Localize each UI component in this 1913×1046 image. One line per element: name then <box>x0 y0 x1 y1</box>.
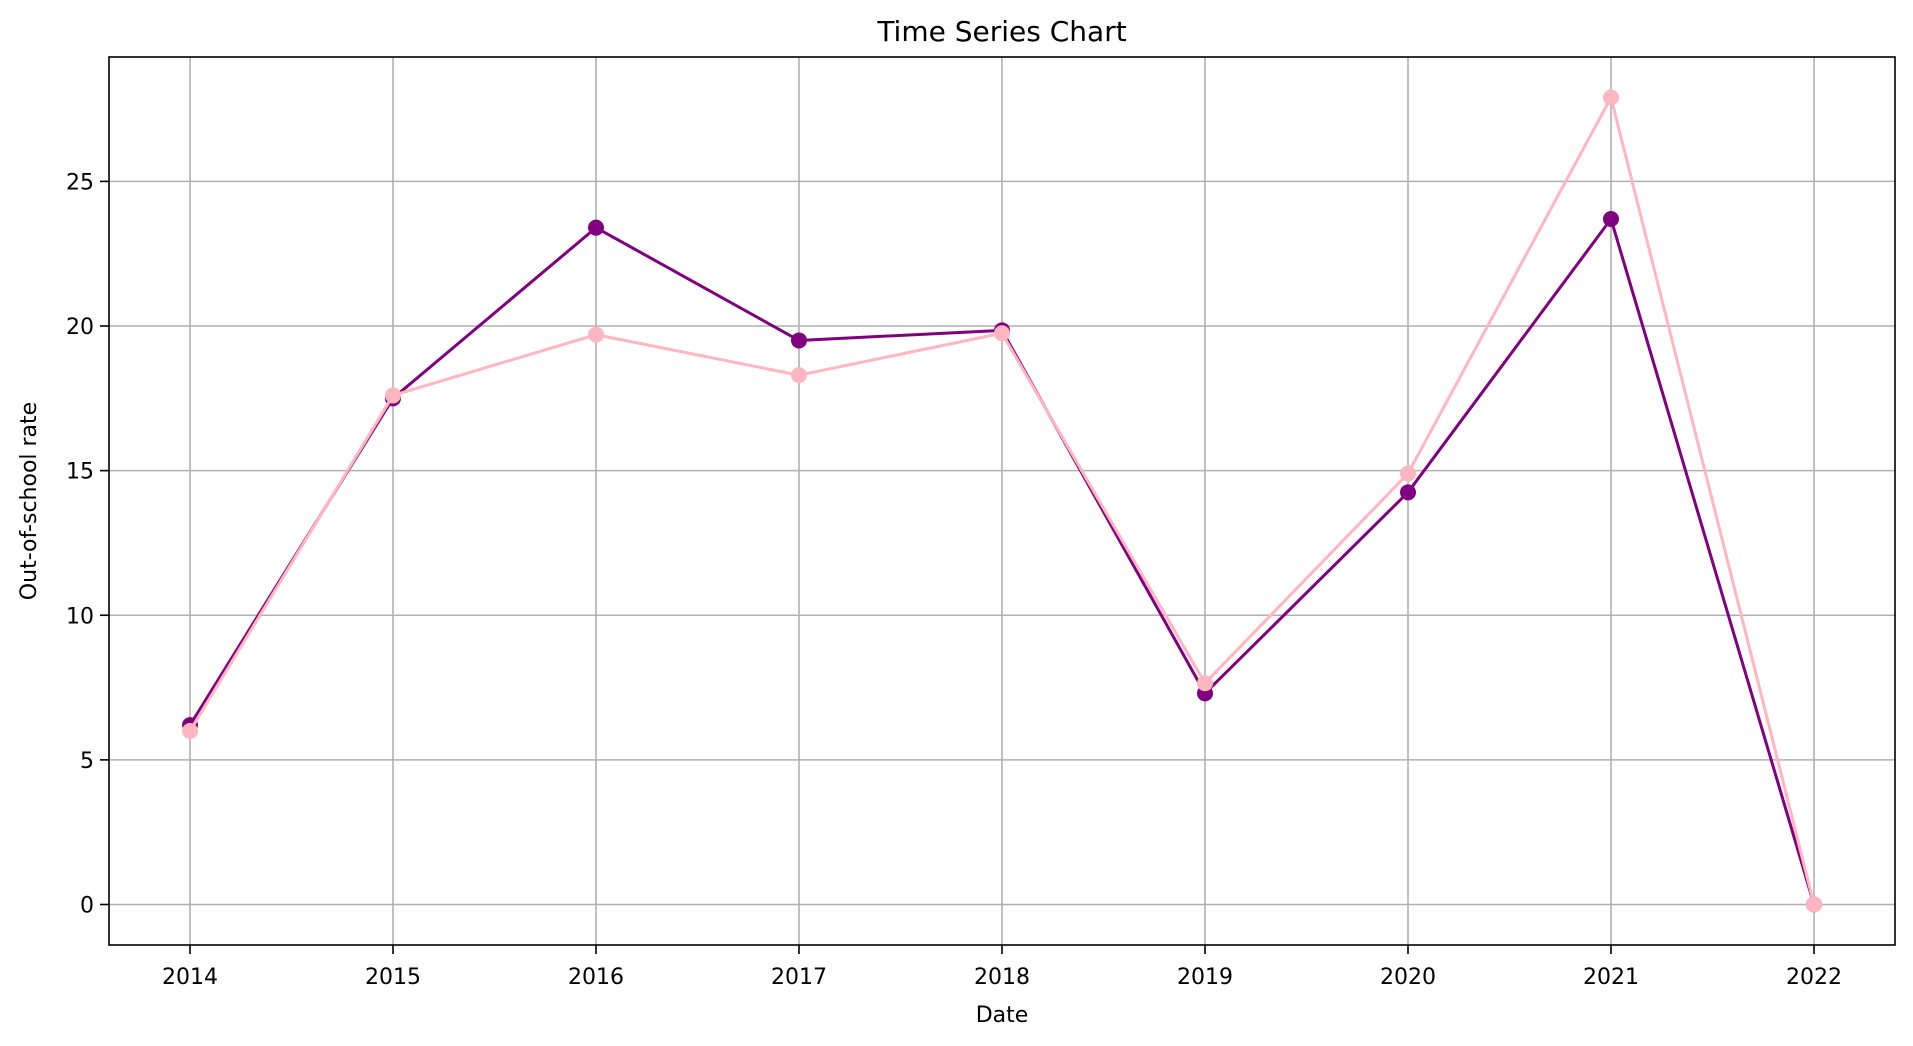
axis-ticks: 2014 2015 2016 2017 2018 2019 2020 2021 20220510… <box>66 170 1842 990</box>
y-tick-label: 15 <box>66 460 94 485</box>
data-point <box>1400 484 1416 501</box>
x-tick-label: 2018 <box>974 965 1030 990</box>
x-axis-label: Date <box>976 1003 1029 1028</box>
x-tick-label: 2016 <box>568 965 624 990</box>
data-point <box>1603 210 1619 227</box>
x-tick-label: 2014 <box>162 965 218 990</box>
data-point <box>385 387 401 404</box>
y-tick-label: 0 <box>80 894 94 919</box>
x-tick-label: 2017 <box>771 965 827 990</box>
y-tick-label: 10 <box>66 604 94 629</box>
data-point <box>588 219 604 236</box>
data-point <box>1400 465 1416 482</box>
y-axis-label: Out-of-school rate <box>17 402 42 600</box>
series-layer <box>182 89 1822 913</box>
data-point <box>182 722 198 739</box>
data-point <box>994 325 1010 342</box>
x-tick-label: 2020 <box>1380 965 1436 990</box>
x-tick-label: 2015 <box>365 965 421 990</box>
y-tick-label: 25 <box>66 170 94 195</box>
x-tick-label: 2019 <box>1177 965 1233 990</box>
x-tick-label: 2022 <box>1786 965 1842 990</box>
x-tick-label: 2021 <box>1583 965 1639 990</box>
chart-title: Time Series Chart <box>876 15 1126 48</box>
data-point <box>791 367 807 384</box>
series-2 <box>182 89 1822 913</box>
data-point <box>588 326 604 343</box>
data-point <box>1806 896 1822 913</box>
y-tick-label: 20 <box>66 315 94 340</box>
data-point <box>1603 89 1619 106</box>
data-point <box>791 332 807 349</box>
data-point <box>1197 675 1213 692</box>
y-tick-label: 5 <box>80 749 94 774</box>
